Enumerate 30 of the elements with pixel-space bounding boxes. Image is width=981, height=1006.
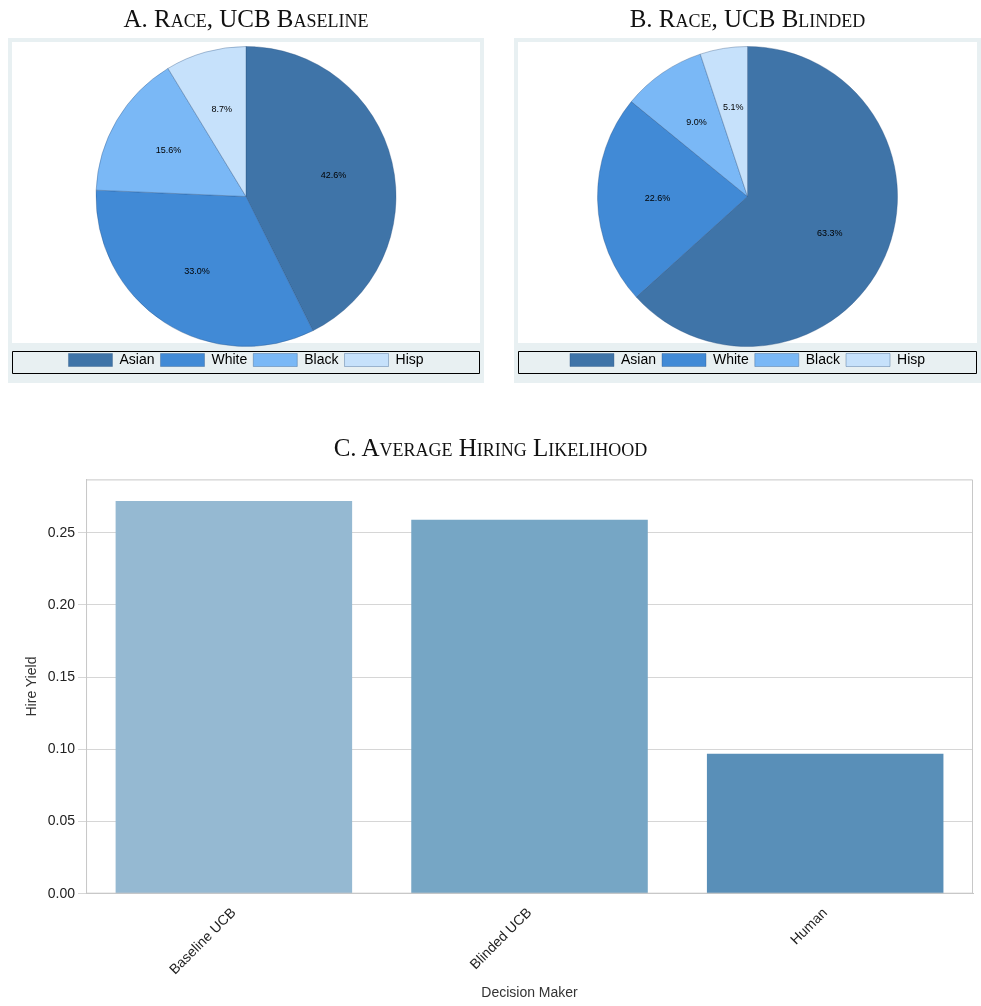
data-label: 9.0% — [686, 116, 707, 127]
y-tick-label: 0.05 — [47, 812, 76, 829]
chart-title: B. Race, UCB Blinded — [628, 4, 867, 34]
y-tick-label: 0.10 — [47, 740, 76, 757]
data-label: 5.1% — [722, 102, 744, 113]
y-tick-label: 0.00 — [47, 884, 76, 901]
legend-label: Hisp — [897, 350, 926, 367]
legend-label: White — [211, 350, 248, 367]
chart-title: A. Race, UCB Baseline — [122, 4, 370, 34]
data-label: 33.0% — [184, 266, 210, 277]
chart-title: C. Average Hiring Likelihood — [332, 433, 649, 463]
bar — [706, 753, 944, 894]
legend-label: Black — [805, 350, 842, 367]
data-label: 22.6% — [644, 193, 671, 204]
data-label: 8.7% — [211, 104, 232, 115]
legend-label: Asian — [620, 350, 657, 367]
data-label: 15.6% — [155, 145, 182, 156]
y-tick-label: 0.15 — [47, 668, 76, 685]
legend-label: Asian — [119, 350, 155, 367]
legend-label: Hisp — [395, 350, 424, 367]
data-label: 42.6% — [320, 170, 347, 181]
y-axis-title: Hire Yield — [23, 656, 40, 717]
legend-label: Black — [304, 350, 340, 367]
bar — [411, 519, 648, 894]
y-tick-label: 0.20 — [47, 595, 76, 612]
x-axis-title: Decision Maker — [481, 984, 579, 1001]
y-tick-label: 0.25 — [47, 523, 76, 540]
legend-label: White — [713, 350, 749, 367]
data-label: 63.3% — [816, 227, 843, 238]
bar — [115, 501, 353, 894]
